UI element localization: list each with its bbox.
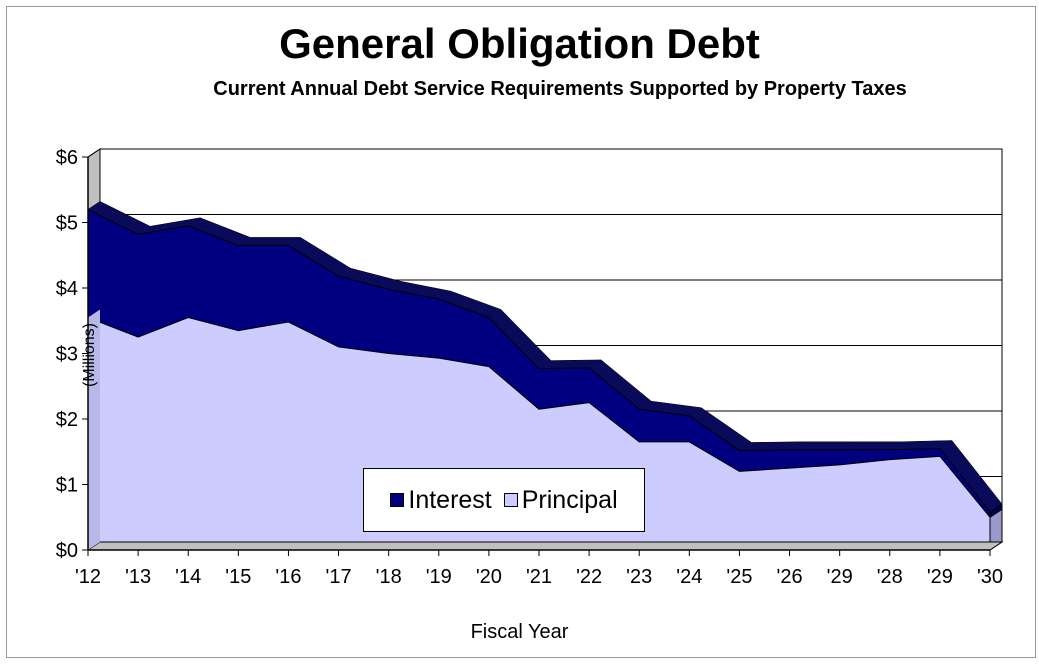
legend-item-interest: Interest: [390, 485, 492, 515]
y-tick-label: $3: [56, 344, 78, 366]
area-principal: [87, 316, 991, 551]
y-tick-label: $0: [56, 540, 78, 562]
x-tick-label: '29: [827, 566, 853, 588]
x-tick-label: '15: [225, 566, 251, 588]
x-tick-label: '21: [526, 566, 552, 588]
x-tick-label: '25: [726, 566, 752, 588]
legend-label-principal: Principal: [521, 485, 618, 514]
x-tick-label: '19: [426, 566, 452, 588]
x-tick-label: '17: [326, 566, 352, 588]
x-tick-label: '16: [275, 566, 301, 588]
y-tick-label: $6: [56, 147, 78, 169]
y-tick-label: $2: [56, 409, 78, 431]
x-tick-label: '13: [125, 566, 151, 588]
y-tick-label: $1: [56, 475, 78, 497]
interest-end-face: [989, 503, 1003, 519]
legend-label-interest: Interest: [408, 485, 492, 514]
x-tick-label: '29: [927, 566, 953, 588]
y-tick-label: $5: [56, 213, 78, 235]
x-axis-label: Fiscal Year: [470, 621, 569, 643]
x-tick-label: '12: [75, 566, 101, 588]
principal-front-depth: [88, 309, 100, 550]
x-tick-label: '24: [676, 566, 702, 588]
legend-swatch-interest: [390, 493, 405, 507]
chart-title: General Obligation Debt: [279, 20, 760, 67]
gridline-diagonal: [87, 148, 101, 158]
x-tick-label: '30: [977, 566, 1003, 588]
legend: Interest Principal: [363, 468, 645, 532]
x-tick-label: '22: [576, 566, 602, 588]
legend-item-principal: Principal: [503, 485, 618, 515]
y-axis-label: (Millions): [81, 323, 98, 387]
x-tick-label: '18: [376, 566, 402, 588]
x-tick-label: '26: [777, 566, 803, 588]
x-tick-label: '23: [626, 566, 652, 588]
legend-swatch-principal: [503, 493, 518, 507]
x-tick-label: '14: [175, 566, 201, 588]
x-tick-label: '20: [476, 566, 502, 588]
y-tick-label: $4: [56, 278, 78, 300]
floor: [86, 541, 1004, 551]
chart-subtitle: Current Annual Debt Service Requirements…: [213, 78, 907, 100]
x-tick-label: '28: [877, 566, 903, 588]
